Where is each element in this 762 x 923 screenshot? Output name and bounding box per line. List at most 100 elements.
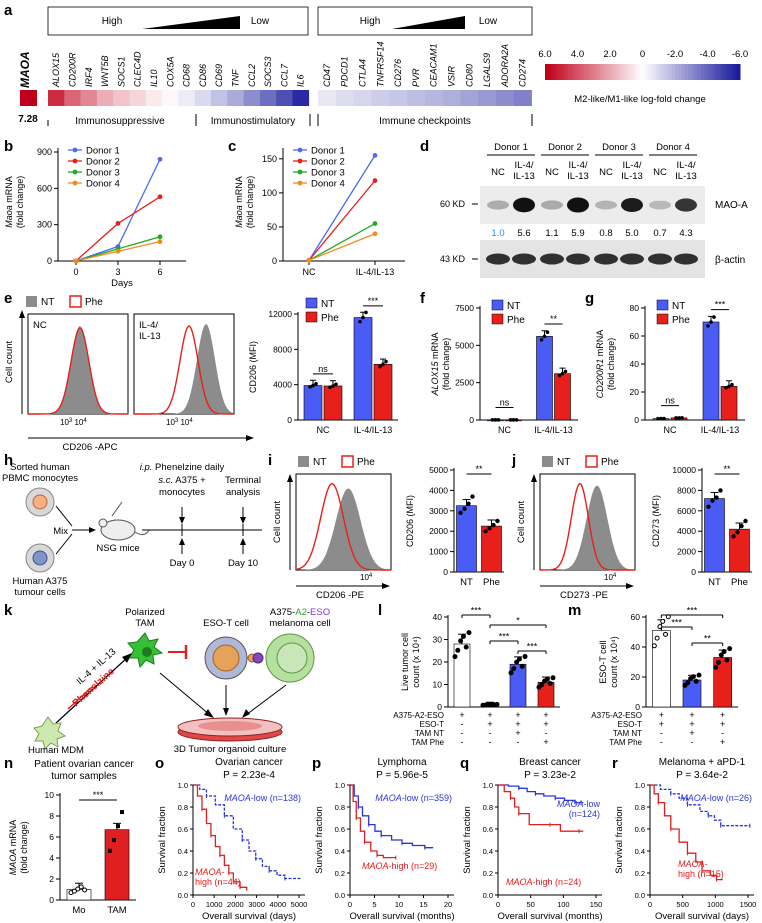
d-quant-value: 1.1 — [545, 228, 558, 239]
heat-cell-CD80 — [460, 90, 479, 106]
series-point — [157, 194, 163, 200]
h-sc: s.c. A375 + — [158, 475, 206, 486]
y-tick-label: 1.0 — [635, 781, 645, 790]
scale-segment — [710, 64, 715, 80]
x-tick-label: NC — [303, 267, 316, 277]
legend-nt-swatch — [656, 299, 669, 311]
km-curve-low — [498, 784, 584, 804]
e-x-tick-3: 103 104 — [60, 418, 87, 427]
panel-r-survival: Melanoma + aPD-1 P = 3.64e-2 0.0 0.2 0.4 0.6 0… — [614, 757, 756, 922]
scale-segment — [723, 64, 728, 80]
label-rest: -high (n=24) — [533, 877, 582, 887]
sig-label: *** — [471, 606, 482, 616]
i-xlabel: CD206 -PE — [316, 590, 364, 601]
data-point — [710, 498, 715, 503]
data-point — [384, 359, 388, 364]
i-legend-nt: NT — [313, 457, 326, 468]
x-tick-label: 1000 — [206, 900, 223, 909]
surv-p-value: P = 3.23e-2 — [524, 770, 576, 781]
group-immunostimulatory: Immunostimulatory — [211, 116, 295, 127]
d-quant-value: 4.3 — [679, 228, 692, 239]
gene-italic: MAOA — [557, 799, 584, 809]
surv-ylabel: Survival fraction — [462, 806, 473, 874]
data-point — [494, 701, 500, 707]
gene-label-CCL7: CCL7 — [279, 63, 289, 87]
bar-ylabel-2: (fold change) — [606, 338, 616, 391]
data-point — [731, 534, 736, 539]
y-tick-label: 0.4 — [178, 847, 188, 856]
matrix-cell: - — [489, 737, 492, 747]
gene-italic: MAOA — [362, 861, 389, 871]
scale-segment — [733, 64, 738, 80]
data-point — [508, 670, 514, 676]
gene-label-CD68: CD68 — [182, 64, 192, 87]
data-point — [466, 630, 472, 636]
d-mw-60: 60 KD — [440, 199, 466, 209]
y-tick-label: 0 — [49, 895, 54, 905]
data-point — [496, 418, 501, 422]
y-tick-label: 0.2 — [335, 869, 345, 878]
h-tumour-1: Human A375 — [13, 576, 68, 587]
data-point — [311, 383, 315, 388]
matrix-cell: - — [517, 737, 520, 747]
y-tick-label: 0.8 — [178, 803, 188, 812]
data-point — [120, 810, 124, 815]
x-tick-label: 0 — [496, 900, 500, 909]
e-x-tick-3b: 103 104 — [166, 418, 193, 427]
data-point — [724, 385, 728, 390]
bar-NT — [353, 317, 373, 421]
data-point — [724, 657, 730, 663]
data-point — [545, 330, 550, 334]
scale-segment — [658, 64, 663, 80]
y-tick-label: 0 — [634, 415, 639, 425]
bar-Phe — [720, 386, 738, 421]
scale-segment — [610, 64, 614, 80]
data-point — [743, 518, 748, 524]
heat-cell-COX5A — [162, 90, 179, 106]
scale-segment — [567, 64, 572, 80]
h-terminal-2: analysis — [226, 487, 261, 498]
label-rest: - — [705, 859, 708, 869]
d-protein-actin: β-actin — [715, 255, 745, 266]
x-tick-label: 50 — [526, 900, 534, 909]
data-point — [331, 384, 335, 388]
matrix-cell: - — [691, 737, 694, 747]
d-band-actin — [540, 253, 564, 265]
data-point — [378, 364, 382, 369]
matrix-cell: + — [487, 710, 492, 720]
scale-segment — [665, 64, 669, 80]
matrix-cell: + — [543, 719, 548, 729]
surv-group-label: MAOA-high (n=24) — [506, 877, 581, 887]
y-tick-label: 0.2 — [483, 869, 493, 878]
matrix-cell: + — [689, 710, 694, 720]
y-tick-label: 2 — [49, 874, 54, 884]
panel-c-line-chart: Maoa mRNA (fold change) 0 50 100 150 NC IL-4/… — [234, 146, 405, 277]
scale-segment — [662, 64, 666, 80]
matrix-cell: + — [459, 710, 464, 720]
gene-label-CD276: CD276 — [393, 59, 403, 87]
heat-cell-CCL2 — [243, 90, 261, 106]
data-point — [491, 522, 496, 528]
h-sorted-2: PBMC monocytes — [2, 473, 78, 484]
heat-cell-CCL7 — [276, 90, 293, 106]
panel-j-histogram-bar: NT Phe Cell count 104 CD273 -PE 0 2000 400… — [516, 455, 752, 601]
panel-label-i: i — [268, 452, 273, 469]
matrix-cell: + — [659, 710, 664, 720]
gene-italic: MAOA — [195, 867, 222, 877]
matrix-cell: + — [659, 719, 664, 729]
series-line-Donor 1 — [308, 155, 376, 261]
gene-label-SOCS1: SOCS1 — [116, 56, 126, 87]
x-label: Phe — [731, 577, 748, 588]
i-legend-nt-swatch — [298, 456, 309, 467]
legend-nt: NT — [672, 301, 685, 312]
scale-segment — [649, 64, 653, 80]
panel-b-line-chart: Maoa mRNA (fold change) 0 300 600 900 0 3 6 Da… — [4, 146, 186, 289]
data-point — [660, 618, 666, 624]
bar-TAM — [104, 829, 130, 901]
ylabel-rest: mRNA — [8, 820, 18, 849]
scale-segment — [597, 64, 601, 80]
data-point — [550, 675, 556, 681]
data-point — [460, 633, 466, 639]
y-tick-label: 6000 — [677, 506, 696, 516]
legend-marker — [72, 169, 78, 175]
